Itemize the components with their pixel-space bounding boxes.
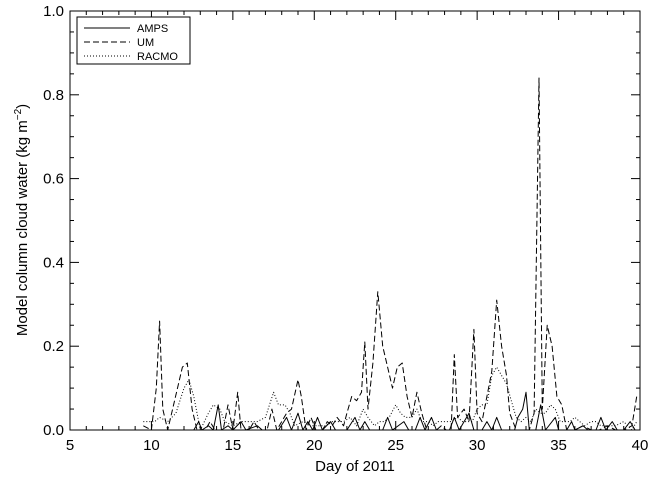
series-lines: [143, 77, 638, 431]
series-line-um: [143, 77, 638, 431]
x-tick-label: 15: [225, 437, 242, 454]
y-axis-label: Model column cloud water (kg m−2): [13, 104, 31, 336]
series-line-amps: [143, 391, 636, 431]
y-axis-label-tail: ): [14, 104, 31, 109]
y-axis-label-superscript: −2: [13, 108, 24, 120]
legend-label-um: UM: [137, 37, 154, 49]
legend: AMPS UM RACMO: [76, 16, 191, 65]
legend-box: [76, 16, 191, 65]
axis-ticks: [69, 10, 641, 431]
y-tick-label: 0.6: [43, 171, 64, 188]
series-line-racmo: [143, 366, 638, 431]
x-tick-label: 35: [550, 437, 567, 454]
y-tick-label: 0.0: [43, 422, 64, 439]
y-tick-label: 0.2: [43, 338, 64, 355]
x-tick-label: 40: [632, 437, 649, 454]
y-axis-label-main: Model column cloud water (kg m: [14, 120, 31, 336]
y-tick-label: 1.0: [43, 3, 64, 20]
y-tick-label: 0.8: [43, 87, 64, 104]
x-tick-label: 10: [143, 437, 160, 454]
y-tick-label: 0.4: [43, 254, 64, 271]
x-tick-label: 5: [66, 437, 74, 454]
x-tick-label: 20: [306, 437, 323, 454]
x-tick-label: 25: [387, 437, 404, 454]
x-axis-label: Day of 2011: [315, 458, 395, 475]
x-tick-label: 30: [469, 437, 486, 454]
legend-label-amps: AMPS: [137, 23, 168, 35]
axis-tick-labels: 5 10 15 20 25 30 35 40 0.0 0.2 0.4 0.6 0.8 1.0: [43, 3, 648, 454]
legend-label-racmo: RACMO: [137, 51, 178, 63]
